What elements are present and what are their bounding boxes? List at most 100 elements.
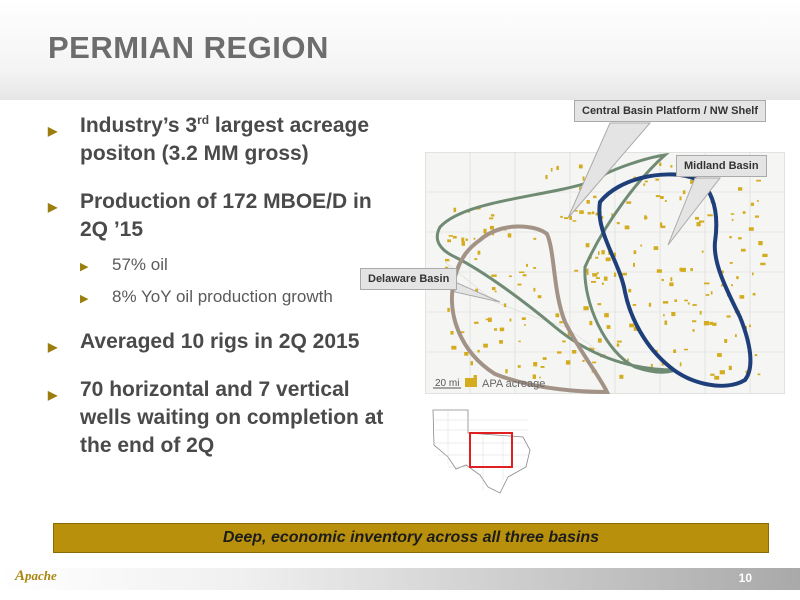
acreage-patch (714, 375, 720, 380)
acreage-patch (562, 340, 566, 343)
acreage-patch (679, 196, 682, 201)
acreage-patch (465, 238, 468, 241)
acreage-patch (499, 340, 503, 344)
acreage-patch (458, 331, 465, 334)
acreage-patch (503, 303, 507, 308)
acreage-patch (445, 266, 449, 269)
sub-bullet-growth-text: 8% YoY oil production growth (112, 287, 333, 306)
acreage-patch (499, 327, 505, 332)
acreage-patch (537, 295, 542, 299)
acreage-patch (572, 220, 577, 222)
acreage-patch (592, 348, 595, 352)
acreage-patch (585, 243, 590, 248)
acreage-patch (643, 183, 646, 186)
permian-map-svg: 20 mi APA acreage (424, 151, 786, 395)
inventory-banner: Deep, economic inventory across all thre… (53, 523, 769, 553)
acreage-patch (633, 262, 635, 267)
acreage-patch (492, 232, 495, 236)
acreage-patch (756, 179, 761, 182)
acreage-patch (687, 302, 690, 305)
acreage-patch (729, 236, 732, 239)
acreage-patch (670, 277, 673, 282)
acreage-patch (680, 267, 686, 272)
acreage-patch (692, 304, 697, 306)
acreage-patch (526, 263, 528, 267)
acreage-patch (470, 361, 473, 366)
acreage-patch (565, 360, 571, 365)
acreage-patch (662, 301, 669, 304)
acreage-patch (447, 239, 451, 243)
acreage-patch (703, 321, 710, 326)
acreage-patch (533, 267, 537, 269)
acreage-patch (533, 237, 537, 240)
acreage-patch (540, 366, 545, 368)
acreage-patch (660, 225, 666, 229)
acreage-patch (695, 216, 699, 220)
acreage-patch (569, 215, 572, 220)
acreage-patch (709, 321, 713, 325)
acreage-patch (448, 235, 453, 237)
sub-bullet-arrow-icon: ▶ (80, 293, 89, 305)
bullet-arrow-icon: ▶ (48, 340, 58, 354)
legend-label: APA acreage (482, 378, 545, 390)
central-callout-pointer (567, 122, 652, 219)
acreage-patch (582, 359, 585, 362)
acreage-patch (491, 287, 496, 291)
acreage-patch (539, 376, 541, 379)
acreage-patch (656, 269, 662, 273)
acreage-patch (593, 195, 597, 199)
midland-basin-callout: Midland Basin (676, 155, 767, 177)
midland-basin-outline (597, 172, 753, 388)
acreage-patch (699, 310, 702, 315)
acreage-patch (596, 272, 599, 274)
acreage-patch (710, 373, 715, 376)
bullet-acreage-sup: rd (197, 113, 210, 127)
acreage-patch (591, 211, 595, 215)
acreage-patch (660, 196, 664, 199)
acreage-patch (626, 201, 632, 204)
acreage-patch (745, 370, 748, 374)
acreage-patch (587, 212, 592, 215)
acreage-patch (483, 343, 488, 348)
acreage-patch (606, 325, 611, 329)
acreage-patch (487, 317, 492, 322)
acreage-patch (491, 274, 497, 277)
acreage-patch (690, 268, 693, 272)
acreage-patch (707, 214, 713, 217)
acreage-patch (655, 195, 660, 198)
acreage-patch (705, 294, 710, 296)
acreage-patch (756, 200, 759, 202)
acreage-patch (613, 272, 617, 277)
sub-bullet-arrow-icon: ▶ (80, 261, 89, 273)
acreage-patch (451, 345, 457, 350)
acreage-patch (731, 284, 733, 287)
acreage-patch (655, 349, 658, 352)
texas-inset-svg (432, 409, 531, 494)
acreage-patch (758, 241, 763, 246)
acreage-patch (571, 350, 577, 354)
acreage-patch (679, 267, 682, 272)
acreage-patch (604, 313, 609, 318)
bullet-wells-text: 70 horizontal and 7 vertical wells waiti… (80, 378, 384, 457)
acreage-patch (738, 237, 742, 240)
acreage-patch (556, 165, 559, 170)
acreage-patch (484, 232, 486, 235)
midland-callout-pointer (667, 177, 722, 246)
texas-outline (432, 409, 531, 494)
acreage-patch (477, 250, 481, 255)
acreage-patch (519, 271, 525, 273)
bullet-acreage-text-rest: largest acreage positon (3.2 MM gross) (80, 114, 370, 165)
acreage-patch (616, 343, 620, 347)
acreage-patch (653, 246, 659, 250)
acreage-patch (724, 339, 728, 343)
acreage-patch (574, 269, 579, 272)
acreage-patch (739, 295, 745, 299)
acreage-patch (598, 251, 600, 255)
acreage-patch (750, 202, 754, 206)
acreage-patch (696, 222, 701, 227)
acreage-patch (629, 323, 635, 328)
acreage-patch (699, 220, 705, 223)
acreage-patch (633, 176, 636, 179)
acreage-patch (579, 210, 584, 214)
